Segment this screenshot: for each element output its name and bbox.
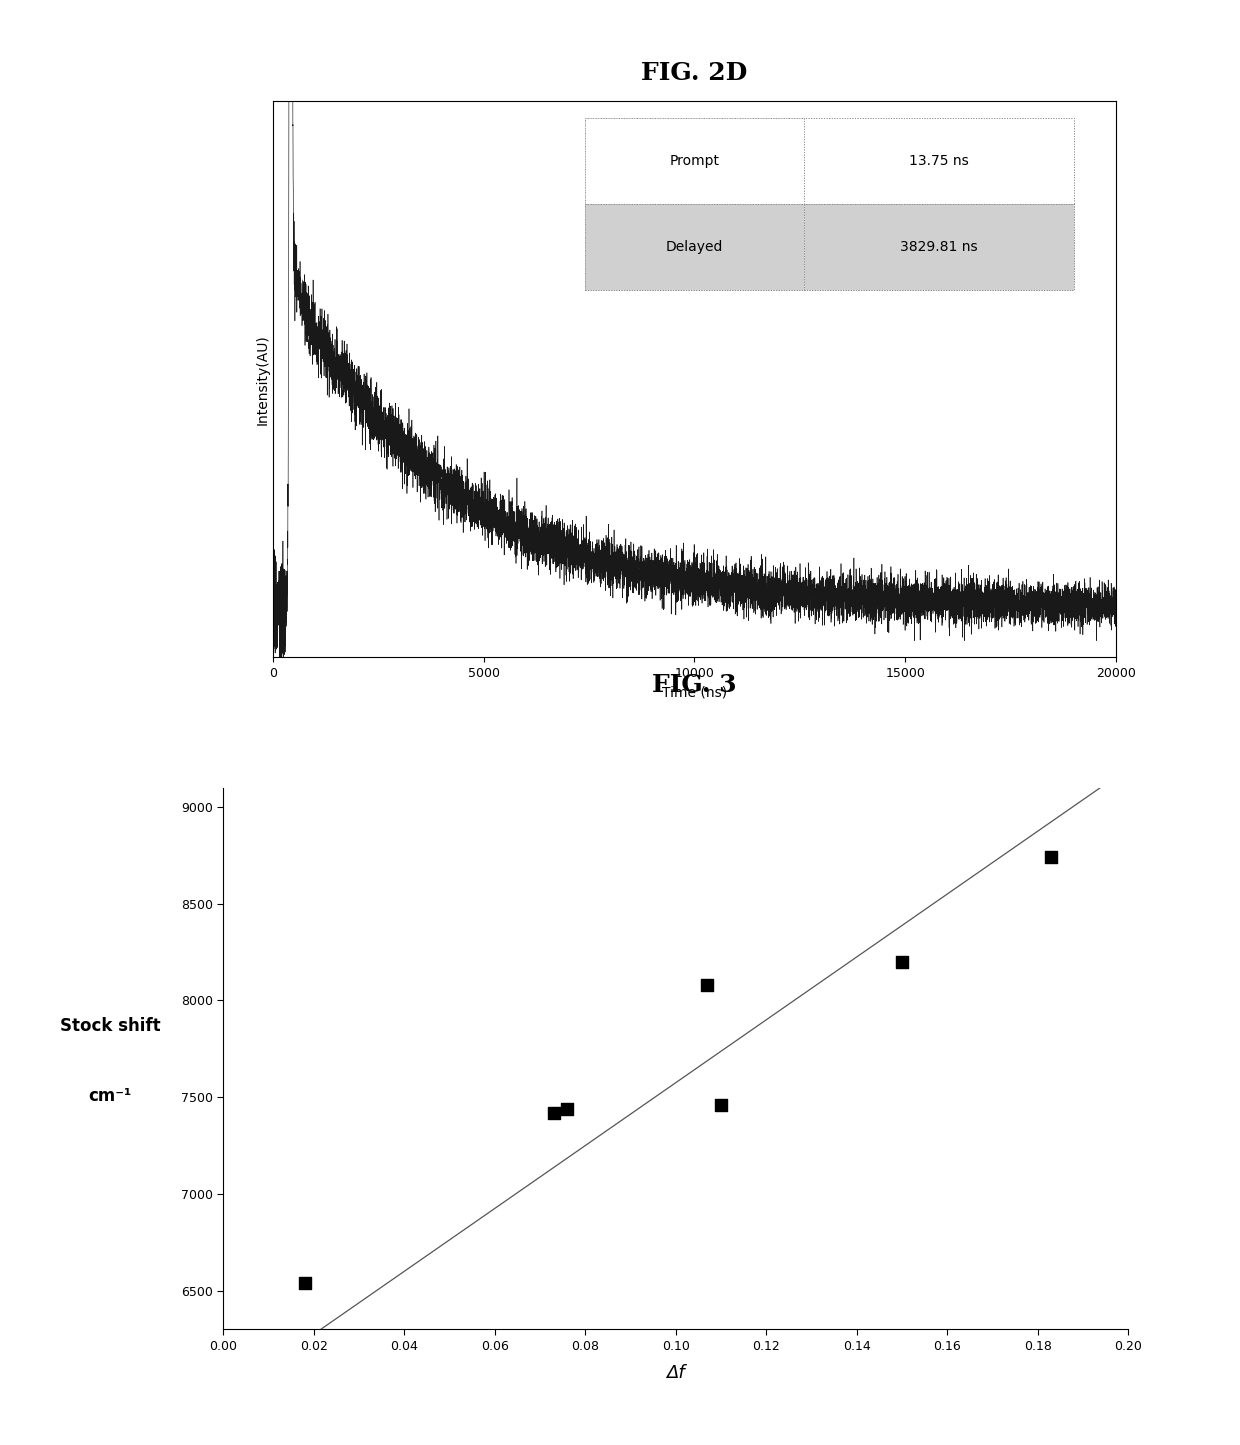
Point [543, 1101, 563, 1124]
Text: FIG. 2D: FIG. 2D [641, 61, 748, 85]
Text: 3829.81 ns: 3829.81 ns [900, 240, 978, 254]
Text: cm⁻¹: cm⁻¹ [88, 1088, 131, 1105]
Bar [585, 204, 804, 290]
Point [1042, 845, 1061, 868]
Bar [804, 118, 1074, 204]
Point [698, 974, 718, 997]
Y-axis label: Intensity(AU): Intensity(AU) [255, 334, 270, 425]
Text: Delayed: Delayed [666, 240, 723, 254]
Bar [585, 118, 1074, 204]
Bar [804, 204, 1074, 290]
Point [557, 1097, 577, 1120]
Bar [585, 118, 804, 204]
X-axis label: Time (ns): Time (ns) [662, 686, 727, 699]
Point [295, 1272, 315, 1295]
Bar [585, 204, 1074, 290]
Text: Stock shift: Stock shift [60, 1017, 160, 1035]
Point [711, 1094, 730, 1117]
Text: FIG. 3: FIG. 3 [652, 673, 737, 698]
Point [892, 951, 911, 974]
X-axis label: Δf: Δf [666, 1364, 686, 1381]
Text: 13.75 ns: 13.75 ns [909, 155, 968, 168]
Text: Prompt: Prompt [670, 155, 719, 168]
